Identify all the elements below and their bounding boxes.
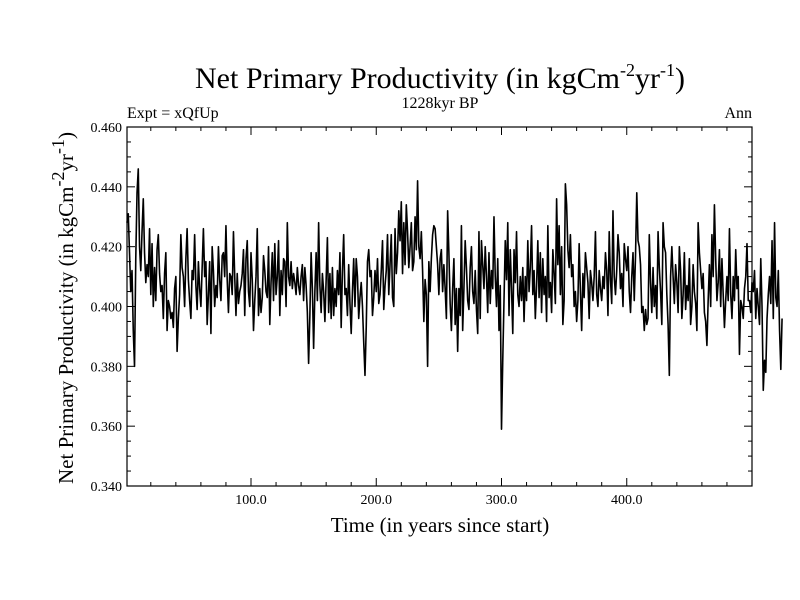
tick-labels: 100.0 200.0 300.0 400.0 0.340 0.360 0.380 0.400… xyxy=(91,121,643,508)
major-ticks xyxy=(127,126,752,487)
x-tick-label: 400.0 xyxy=(611,493,643,508)
y-tick-label: 0.360 xyxy=(91,420,123,435)
chart-title: Net Primary Productivity (in kgCm-2yr-1) xyxy=(195,60,685,95)
ylabel-text: Net Primary Productivity (in kgCm xyxy=(54,187,78,484)
y-tick-label: 0.380 xyxy=(91,360,123,375)
ylabel-text-end: ) xyxy=(54,132,78,139)
subtitle-experiment: Expt = xQfUp xyxy=(127,105,219,122)
series-line xyxy=(126,168,783,430)
subtitle-date: 1228kyr BP xyxy=(402,95,479,112)
y-tick-label: 0.400 xyxy=(91,301,123,316)
ylabel-sup-2: -1 xyxy=(48,139,68,154)
x-tick-label: 200.0 xyxy=(360,493,392,508)
ylabel-sup-1: -2 xyxy=(48,172,68,187)
series-layer xyxy=(126,168,783,430)
title-text-yr: yr xyxy=(635,62,660,95)
y-axis-label: Net Primary Productivity (in kgCm-2yr-1) xyxy=(48,132,78,484)
y-tick-label: 0.460 xyxy=(91,121,123,136)
title-sup-1: -2 xyxy=(620,60,635,80)
y-tick-label: 0.420 xyxy=(91,241,123,256)
title-text: Net Primary Productivity (in kgCm xyxy=(195,62,620,95)
x-axis-label: Time (in years since start) xyxy=(331,513,550,537)
subtitle-season: Ann xyxy=(724,105,752,122)
y-tick-label: 0.440 xyxy=(91,181,123,196)
ylabel-text-yr: yr xyxy=(54,154,78,172)
title-text-end: ) xyxy=(675,62,685,95)
plot-frame xyxy=(126,126,753,487)
x-tick-label: 300.0 xyxy=(486,493,518,508)
x-tick-label: 100.0 xyxy=(235,493,267,508)
title-sup-2: -1 xyxy=(660,60,675,80)
minor-ticks xyxy=(127,127,752,486)
y-tick-label: 0.340 xyxy=(91,480,123,495)
